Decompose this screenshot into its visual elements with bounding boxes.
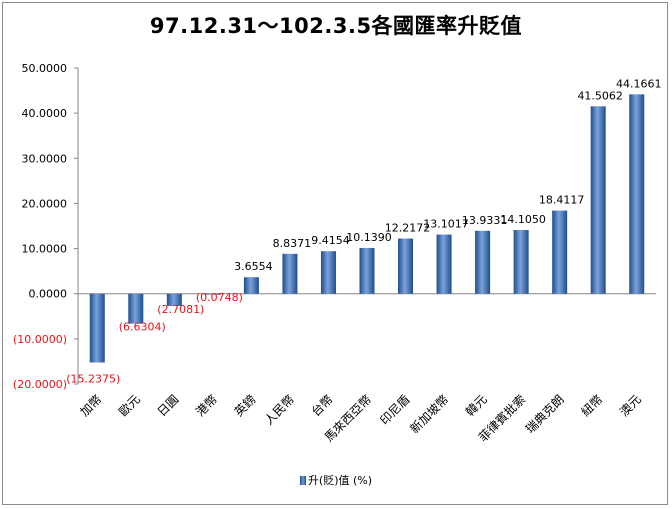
chart-title: 97.12.31～102.3.5各國匯率升貶值 <box>149 14 523 38</box>
bar <box>166 293 182 306</box>
bar <box>359 247 375 294</box>
x-tick-label: 韓元 <box>463 392 490 419</box>
bar <box>552 210 568 294</box>
x-tick-label: 英鎊 <box>231 392 259 420</box>
bar <box>320 251 336 294</box>
y-tick-label: 10.0000 <box>22 243 68 256</box>
y-tick-label: (10.0000) <box>13 333 67 346</box>
data-label: (0.0748) <box>196 291 243 304</box>
x-tick-label: 港幣 <box>193 392 220 419</box>
y-tick-label: 30.0000 <box>22 152 68 165</box>
data-label: (6.6304) <box>119 321 166 334</box>
data-label: 12.2172 <box>385 222 431 235</box>
data-label: 44.1661 <box>616 77 662 90</box>
bar <box>590 106 606 294</box>
x-tick-label: 歐元 <box>115 392 143 420</box>
data-label: 13.9331 <box>462 214 508 227</box>
x-tick-label: 紐幣 <box>578 392 605 419</box>
y-tick-label: (20.0000) <box>13 378 67 391</box>
data-label: 41.5062 <box>577 89 623 102</box>
x-tick-label: 人民幣 <box>262 392 297 427</box>
x-tick-label: 瑞典克朗 <box>523 392 567 436</box>
data-label: 13.1017 <box>423 218 469 231</box>
data-label: 3.6554 <box>234 260 273 273</box>
bar <box>475 230 491 294</box>
chart-bars <box>89 94 645 363</box>
bar <box>128 293 144 324</box>
bar <box>205 293 221 295</box>
data-label: 10.1390 <box>346 231 392 244</box>
legend-swatch <box>299 476 306 485</box>
bar <box>436 234 452 294</box>
y-tick-label: 40.0000 <box>22 107 68 120</box>
data-label: 18.4117 <box>539 194 585 207</box>
data-label: 9.4154 <box>311 234 350 247</box>
x-tick-label: 新加坡幣 <box>407 392 452 437</box>
bar <box>398 238 414 294</box>
bar <box>629 94 645 294</box>
y-tick-label: 50.0000 <box>22 62 68 75</box>
chart-data-labels: (15.2375) (6.6304) (2.7081)(0.0748) 3.65548… <box>66 77 661 385</box>
y-tick-label: 20.0000 <box>22 197 68 210</box>
bar <box>282 253 298 294</box>
data-label: 8.8371 <box>273 237 312 250</box>
data-label: (15.2375) <box>66 373 120 386</box>
bar <box>513 230 529 294</box>
x-tick-label: 台幣 <box>308 392 336 420</box>
data-label: (2.7081) <box>157 303 204 316</box>
legend-label: 升(貶)值 (%) <box>307 474 373 487</box>
y-tick-label: 0.0000 <box>29 288 68 301</box>
data-label: 14.1050 <box>500 213 546 226</box>
x-tick-label: 日圓 <box>155 392 182 419</box>
x-tick-label: 印尼盾 <box>377 392 412 427</box>
chart-legend: 升(貶)值 (%) <box>0 472 672 488</box>
bar <box>243 277 259 294</box>
x-tick-label: 加幣 <box>78 392 105 419</box>
bar <box>89 293 105 363</box>
x-tick-label: 澳元 <box>617 392 644 419</box>
